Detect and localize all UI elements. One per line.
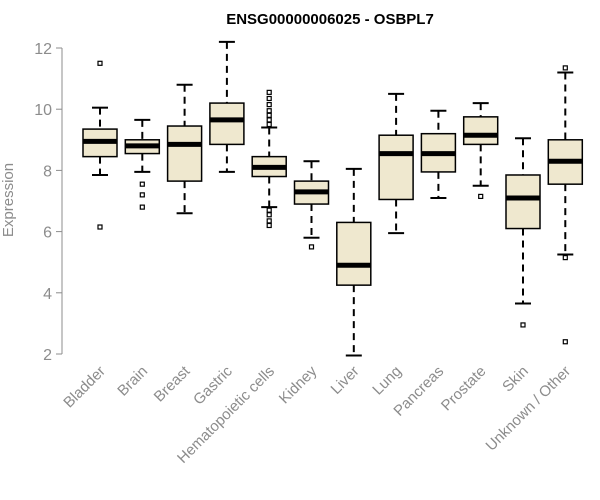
outlier-point [308, 244, 315, 250]
y-axis: 2 4 6 8 10 12 [34, 41, 63, 364]
outlier-point [139, 181, 145, 187]
y-tick-label: 6 [43, 225, 52, 242]
outlier-point [266, 222, 272, 229]
outlier-point [266, 212, 272, 218]
box-iqr [378, 134, 414, 201]
y-tick-label: 4 [43, 286, 52, 303]
box-iqr [336, 221, 372, 286]
box-iqr [462, 116, 499, 146]
box-prostate [462, 102, 499, 200]
box-iqr [209, 102, 245, 146]
box-brain [124, 118, 161, 210]
y-tick-label: 8 [43, 163, 52, 180]
x-tick-label: Breast [151, 362, 194, 405]
outlier-point [562, 255, 568, 261]
chart-title: ENSG00000006025 - OSBPL7 [226, 11, 434, 28]
box-breast [166, 83, 203, 215]
box-bladder [82, 60, 118, 230]
outlier-point [139, 204, 145, 210]
x-tick-label: Kidney [276, 362, 321, 407]
outlier-point [520, 322, 526, 328]
outlier-point [139, 192, 145, 198]
box-unknown-other [547, 65, 584, 345]
box-iqr [166, 125, 203, 182]
box-skin [505, 137, 541, 328]
box-iqr [505, 174, 541, 230]
box-series [82, 40, 584, 357]
y-tick-label: 2 [43, 347, 52, 364]
y-axis-label: Expression [0, 163, 17, 237]
box-gastric [209, 40, 245, 173]
outlier-point [97, 224, 103, 230]
box-liver [336, 167, 372, 357]
outlier-point [266, 108, 272, 114]
outlier-point [266, 117, 272, 123]
x-tick-label: Bladder [60, 363, 109, 412]
outlier-point [266, 102, 272, 108]
outlier-point [562, 65, 568, 71]
outlier-point [266, 95, 272, 102]
box-pancreas [420, 109, 457, 199]
outlier-point [266, 121, 272, 128]
x-tick-label: Liver [328, 363, 363, 398]
x-tick-label: Skin [499, 363, 532, 396]
x-tick-label: Lung [369, 363, 405, 399]
y-tick-label: 12 [34, 41, 52, 58]
outlier-point [266, 218, 272, 224]
outlier-point [562, 339, 568, 345]
x-tick-label: Brain [114, 363, 151, 400]
x-tick-label: Prostate [438, 363, 490, 415]
box-hematopoietic-cells [251, 89, 287, 229]
box-kidney [293, 160, 330, 250]
outlier-point [266, 207, 272, 213]
outlier-point [266, 89, 272, 95]
outlier-point [478, 193, 484, 200]
outlier-point [266, 112, 272, 118]
y-tick-label: 10 [34, 102, 52, 119]
outlier-point [97, 60, 103, 66]
box-lung [378, 92, 414, 235]
